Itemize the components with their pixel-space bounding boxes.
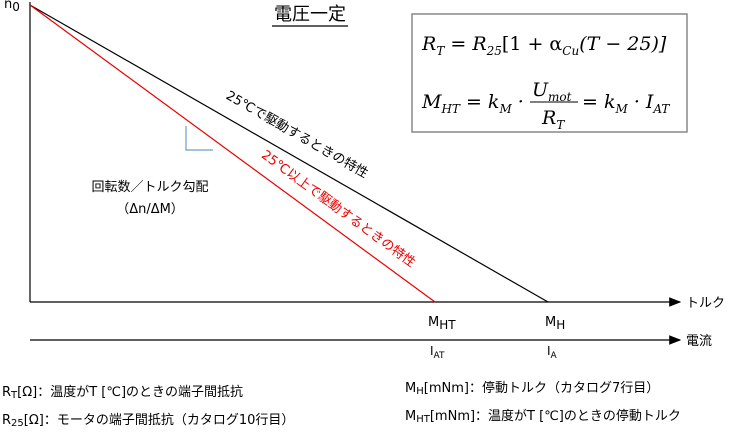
formula-numerator: Umot [532, 79, 572, 104]
title: 電圧一定 [274, 4, 346, 25]
axis-label: 電流 [686, 334, 712, 349]
note: MH[mNm]：停動トルク（カタログ7行目） [405, 380, 659, 397]
current-mark: IA [547, 344, 558, 361]
current-mark: IAT [430, 344, 445, 361]
torque-mark: MHT [428, 315, 456, 332]
note: R25[Ω]：モータの端子間抵抗（カタログ10行目） [2, 413, 294, 429]
slope-label: 回転数／トルク勾配 [91, 180, 208, 195]
note: RT[Ω]：温度がT [℃]のときの端子間抵抗 [2, 384, 243, 401]
formula: RT = R25[1 + αCu(T − 25)] [421, 33, 667, 58]
axis-label: トルク [686, 296, 725, 311]
formula-denominator: RT [541, 107, 565, 132]
torque-mark: MH [545, 315, 565, 332]
note: MHT[mNm]：温度がT [℃]のときの停動トルク [405, 408, 681, 425]
slope-bracket [185, 126, 213, 151]
formula-box [411, 13, 688, 133]
slope-label: （Δn/ΔM） [116, 202, 184, 217]
formula: = kM · IAT [582, 91, 670, 116]
formula: MHT = kM · [421, 91, 524, 116]
nominal-line [29, 4, 549, 303]
y-axis-label: n0 [4, 0, 20, 14]
heated-line [29, 4, 436, 303]
line-label: 25℃で駆動するときの特性 [223, 88, 370, 181]
